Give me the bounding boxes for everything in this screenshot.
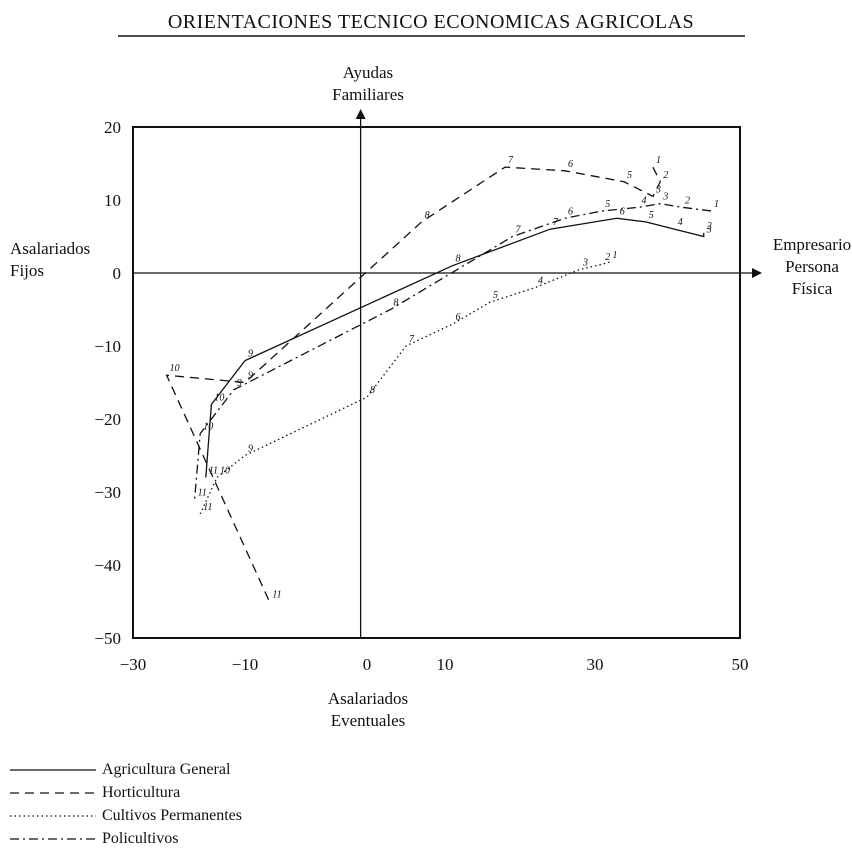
axis-label-right: Física [792,279,833,298]
point-label: 11 [209,465,218,476]
series-dotted [199,261,610,515]
point-label: 8 [456,254,461,265]
legend: Agricultura General Horticultura Cultivo… [10,758,242,850]
point-label: 11 [198,487,207,498]
x-tick-label: −10 [232,655,259,674]
point-label: 6 [456,312,461,323]
y-tick-label: −10 [94,337,121,356]
point-label: 4 [642,195,647,206]
x-tick-label: 10 [437,655,454,674]
point-label: 9 [248,371,253,382]
point-label: 3 [582,257,588,268]
legend-label: Agricultura General [102,760,231,778]
point-label: 4 [538,276,543,287]
axis-label-left: Asalariados [10,239,90,258]
legend-item: Horticultura [10,781,242,804]
y-tick-label: 10 [104,191,121,210]
series-line [193,202,712,500]
y-tick-label: −40 [94,556,121,575]
legend-swatch-dotted [10,814,96,817]
point-label: 5 [649,210,654,221]
series-dashed [165,166,661,602]
axis-label-bottom: Asalariados [328,689,408,708]
point-label: 8 [393,298,398,309]
point-label: 7 [409,334,415,345]
y-tick-label: 0 [113,264,122,283]
point-label: 2 [605,252,610,263]
legend-swatch-solid [10,768,96,771]
point-label: 10 [214,392,224,403]
axis-label-left: Fijos [10,261,44,280]
series-layer [165,166,712,602]
y-tick-label: −20 [94,410,121,429]
point-label: 2 [685,195,690,206]
legend-swatch-dashdot [10,837,96,840]
axis-label-top: Familiares [332,85,404,104]
legend-label: Horticultura [102,783,181,801]
x-tick-label: 50 [732,655,749,674]
y-tick-label: 20 [104,118,121,137]
point-label: 5 [605,199,610,210]
point-label: 10 [170,363,180,374]
axis-labels-layer: Ayudas Familiares Asalariados Eventuales Asa… [10,63,851,730]
series-dashdot [193,202,712,500]
x-tick-label: −30 [120,655,147,674]
point-label: 1 [714,199,719,210]
legend-item: Cultivos Permanentes [10,804,242,827]
point-label: 1 [613,250,618,261]
axis-label-right: Persona [785,257,839,276]
point-label: 5 [493,290,498,301]
point-label: 1 [656,155,661,166]
point-labels-layer: 2345678910111235678910111234567891011123… [170,155,719,600]
point-label: 6 [620,206,625,217]
axis-label-top: Ayudas [343,63,393,82]
point-label: 9 [237,378,242,389]
point-label: 7 [516,225,522,236]
point-label: 10 [203,422,213,433]
plot-frame [132,126,741,639]
axis-label-right: Empresario [773,235,851,254]
series-line [199,261,610,515]
x-tick-label: 0 [363,655,372,674]
ticks-layer: −30 −10 0 10 30 50 20 10 0 −10 −20 −30 −40 −50 [94,118,748,674]
point-label: 9 [248,444,253,455]
point-label: 2 [663,170,668,181]
point-label: 11 [272,590,281,601]
y-tick-label: −50 [94,629,121,648]
point-label: 6 [568,159,573,170]
legend-label: Cultivos Permanentes [102,806,242,824]
point-label: 3 [662,192,668,203]
point-label: 10 [220,465,230,476]
point-label: 9 [248,349,253,360]
axis-label-bottom: Eventuales [331,711,406,730]
point-label: 7 [553,217,559,228]
legend-label: Policultivos [102,829,179,847]
point-label: 2 [707,221,712,232]
legend-swatch-dashed [10,791,96,794]
legend-item: Agricultura General [10,758,242,781]
point-label: 6 [568,206,573,217]
y-tick-label: −30 [94,483,121,502]
point-label: 8 [425,210,430,221]
point-label: 4 [678,217,683,228]
point-label: 11 [203,502,212,513]
series-line [205,217,705,478]
axes-layer [132,109,762,639]
point-label: 5 [627,170,632,181]
chart-title: ORIENTACIONES TECNICO ECONOMICAS AGRICOL… [168,11,694,33]
point-label: 3 [655,184,661,195]
series-solid [205,217,705,478]
point-label: 7 [508,155,514,166]
x-tick-label: 30 [587,655,604,674]
series-line [165,166,661,602]
legend-item: Policultivos [10,827,242,850]
point-label: 8 [370,385,375,396]
point-label: 3 [706,225,712,236]
